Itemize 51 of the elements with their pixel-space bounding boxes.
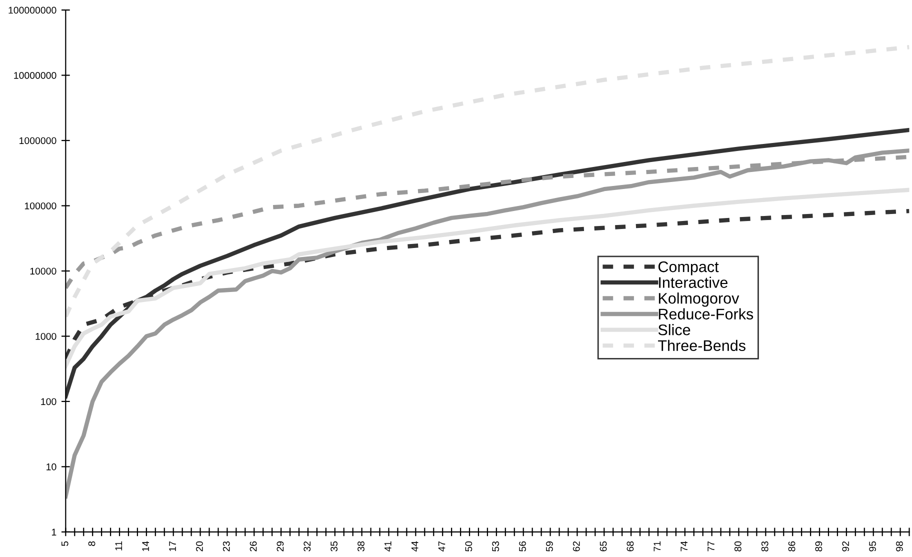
x-tick-label: 5 bbox=[61, 541, 68, 546]
x-tick-label: 62 bbox=[572, 541, 580, 552]
legend-label: Interactive bbox=[659, 276, 728, 288]
x-tick-label: 80 bbox=[734, 541, 742, 552]
x-tick-label: 44 bbox=[411, 541, 418, 552]
legend-label: Slice bbox=[658, 324, 690, 336]
legend-label: Kolmogorov bbox=[658, 292, 740, 307]
x-tick-label: 98 bbox=[896, 541, 903, 552]
x-tick-label: 41 bbox=[384, 541, 392, 552]
y-tick-label: 100000 bbox=[24, 202, 56, 210]
x-tick-label: 59 bbox=[546, 541, 553, 552]
x-tick-label: 65 bbox=[600, 541, 607, 552]
x-tick-label: 86 bbox=[788, 541, 796, 552]
x-tick-label: 68 bbox=[626, 541, 634, 552]
legend-label: Compact bbox=[658, 261, 719, 276]
y-tick-label: 10000 bbox=[30, 268, 56, 275]
line-series bbox=[66, 128, 910, 398]
legend-label: Three-Bends bbox=[658, 340, 746, 352]
legend-label: Reduce-Forks bbox=[658, 308, 754, 320]
y-tick-label: 100 bbox=[41, 398, 56, 406]
line-series bbox=[66, 188, 910, 368]
x-tick-label: 77 bbox=[708, 541, 714, 552]
x-tick-label: 74 bbox=[680, 541, 688, 552]
y-tick-label: 1000000 bbox=[20, 137, 56, 144]
x-tick-label: 11 bbox=[115, 541, 122, 550]
x-tick-label: 50 bbox=[465, 541, 472, 552]
x-tick-label: 35 bbox=[330, 541, 338, 552]
y-tick-label: 1 bbox=[52, 528, 56, 536]
x-tick-label: 71 bbox=[654, 541, 660, 552]
line-series bbox=[66, 148, 910, 499]
x-tick-label: 26 bbox=[250, 541, 257, 552]
x-tick-label: 29 bbox=[276, 541, 284, 552]
x-tick-label: 56 bbox=[519, 541, 526, 552]
x-tick-label: 95 bbox=[869, 541, 876, 552]
y-tick-label: 1000 bbox=[36, 332, 56, 340]
x-tick-label: 83 bbox=[761, 541, 768, 552]
x-tick-label: 92 bbox=[842, 541, 850, 552]
x-tick-label: 20 bbox=[196, 541, 203, 552]
y-tick-label: 100000000 bbox=[8, 6, 56, 14]
x-tick-label: 14 bbox=[142, 541, 149, 552]
y-tick-label: 10 bbox=[46, 463, 56, 470]
x-tick-label: 53 bbox=[492, 541, 500, 552]
y-tick-label: 10000000 bbox=[14, 72, 56, 79]
x-tick-label: 38 bbox=[358, 541, 364, 552]
line-series bbox=[66, 45, 910, 319]
x-tick-label: 47 bbox=[438, 541, 446, 552]
x-tick-label: 23 bbox=[222, 541, 230, 552]
x-tick-label: 17 bbox=[169, 541, 176, 552]
x-tick-label: 89 bbox=[815, 541, 822, 552]
x-tick-label: 32 bbox=[304, 541, 311, 552]
x-tick-label: 8 bbox=[88, 541, 96, 546]
